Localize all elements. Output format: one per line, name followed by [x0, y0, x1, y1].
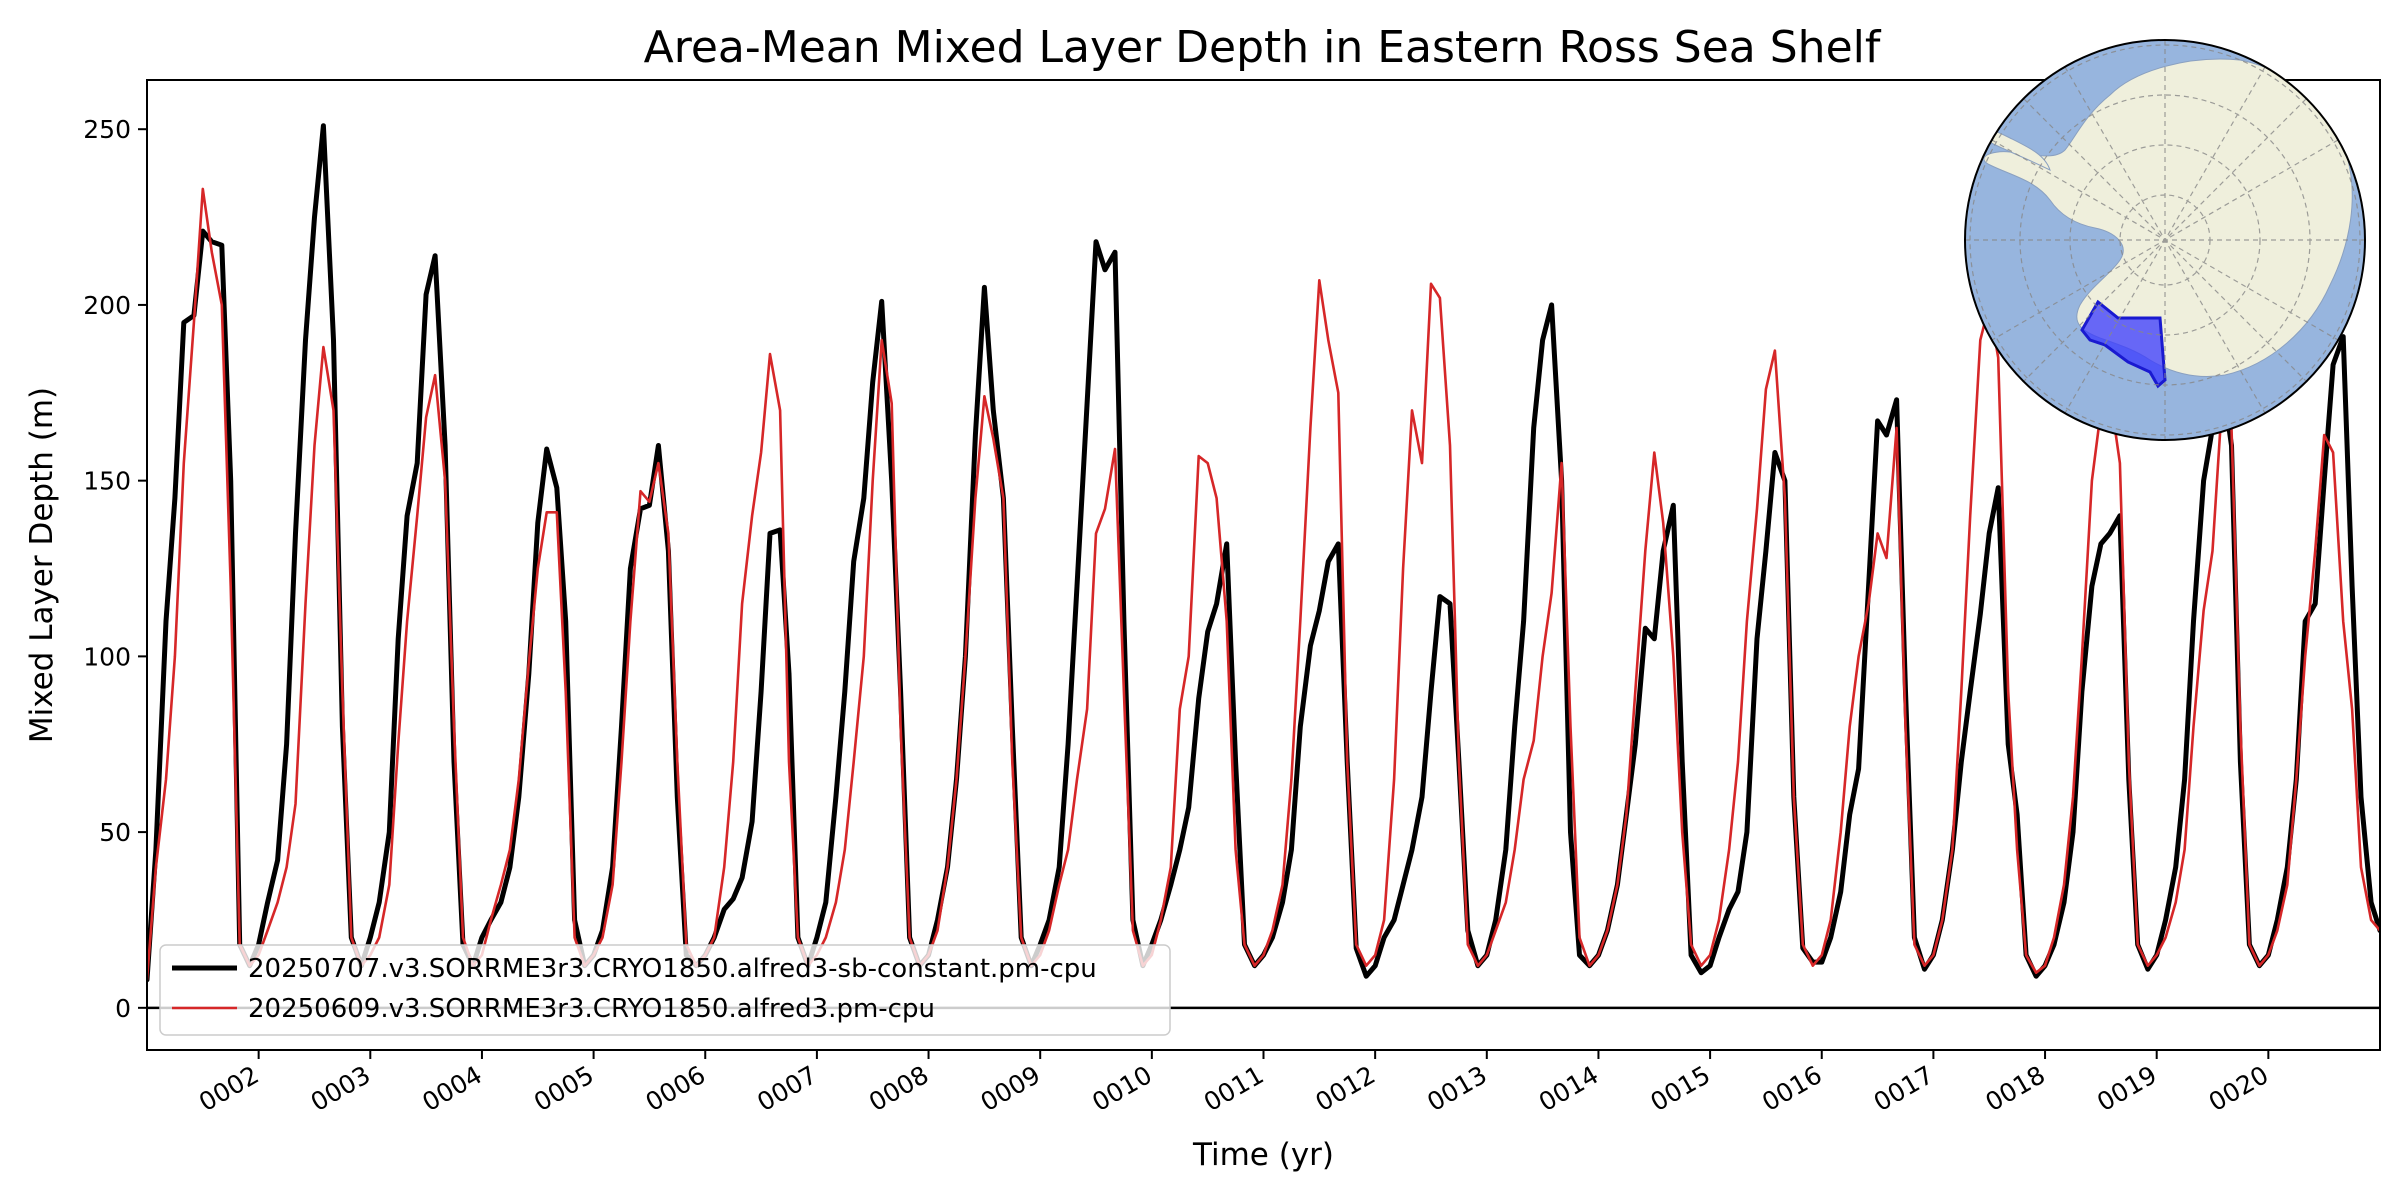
legend: 20250707.v3.SORRME3r3.CRYO1850.alfred3-s… [159, 944, 1171, 1036]
y-tick-label: 150 [83, 467, 131, 496]
y-tick-label: 50 [99, 818, 131, 847]
chart-title: Area-Mean Mixed Layer Depth in Eastern R… [644, 22, 1882, 73]
x-axis-label: Time (yr) [1192, 1137, 1334, 1173]
ross-sea-region [2080, 299, 2167, 389]
legend-frame [159, 944, 1171, 1036]
y-tick-label: 250 [83, 115, 131, 144]
y-tick-label: 200 [83, 291, 131, 320]
y-tick-label: 0 [115, 994, 131, 1023]
legend-label: 20250707.v3.SORRME3r3.CRYO1850.alfred3-s… [248, 954, 1097, 984]
legend-label: 20250609.v3.SORRME3r3.CRYO1850.alfred3.p… [248, 994, 935, 1024]
graticule [1965, 40, 2365, 440]
series-line-1 [147, 187, 2380, 981]
y-tick-label: 100 [83, 642, 131, 671]
y-axis-label: Mixed Layer Depth (m) [24, 387, 60, 743]
inset-border [1964, 39, 2366, 441]
series-layer [147, 123, 2380, 983]
